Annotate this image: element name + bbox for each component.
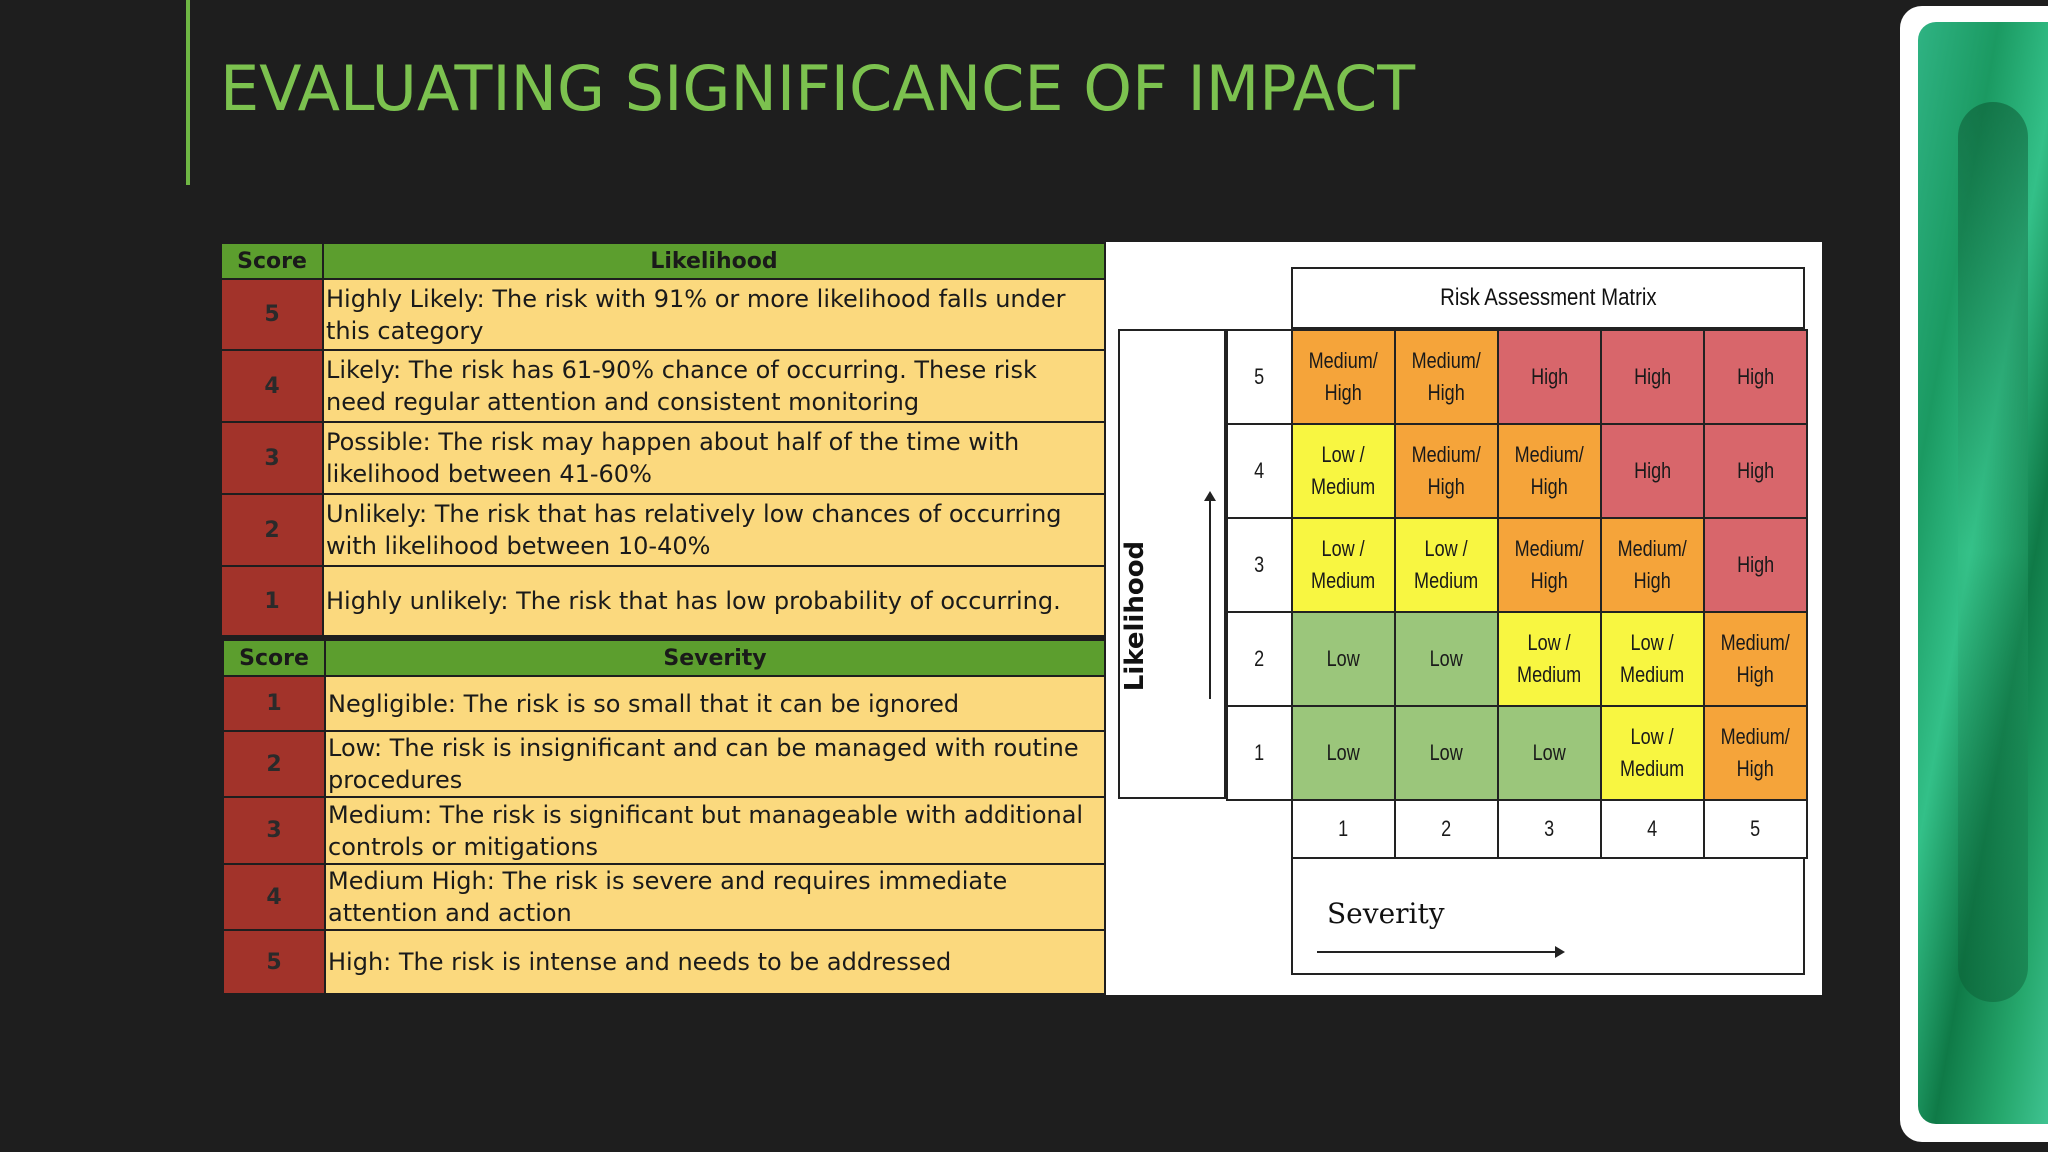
severity-score-cell: 4 bbox=[1600, 799, 1705, 859]
matrix-title-text: Risk Assessment Matrix bbox=[1439, 284, 1657, 311]
likelihood-axis-box: Likelihood bbox=[1118, 329, 1226, 799]
severity-score-cell: 1 bbox=[1291, 799, 1396, 859]
matrix-cell: High bbox=[1600, 423, 1705, 519]
score-cell: 1 bbox=[220, 565, 324, 637]
table-row: 3 Medium: The risk is significant but ma… bbox=[222, 796, 1106, 865]
severity-axis-box: Severity bbox=[1291, 857, 1805, 975]
decorative-green-image bbox=[1918, 22, 2048, 1124]
matrix-cell: High bbox=[1703, 517, 1808, 613]
likelihood-header-row: Score Likelihood bbox=[220, 242, 1106, 280]
matrix-cell: Medium/ High bbox=[1703, 705, 1808, 801]
matrix-cell: Medium/ High bbox=[1394, 423, 1499, 519]
matrix-cell: Low bbox=[1394, 611, 1499, 707]
matrix-cell: Low bbox=[1497, 705, 1602, 801]
description-cell: Highly unlikely: The risk that has low p… bbox=[322, 565, 1106, 637]
description-cell: Unlikely: The risk that has relatively l… bbox=[322, 493, 1106, 567]
table-row: 4 Medium High: The risk is severe and re… bbox=[222, 863, 1106, 931]
matrix-cell: Low / Medium bbox=[1600, 705, 1705, 801]
matrix-cell: Medium/ High bbox=[1291, 329, 1396, 425]
likelihood-axis-label: Likelihood bbox=[1120, 540, 1150, 692]
description-cell: Medium High: The risk is severe and requ… bbox=[324, 863, 1106, 931]
score-cell: 3 bbox=[222, 796, 326, 865]
table-row: 3 Possible: The risk may happen about ha… bbox=[220, 421, 1106, 495]
description-cell: Medium: The risk is significant but mana… bbox=[324, 796, 1106, 865]
matrix-cell: High bbox=[1703, 423, 1808, 519]
matrix-cell: Medium/ High bbox=[1703, 611, 1808, 707]
risk-matrix-panel: Risk Assessment Matrix Likelihood 5 Mediu… bbox=[1106, 242, 1822, 995]
score-cell: 4 bbox=[222, 863, 326, 931]
matrix-cell: High bbox=[1703, 329, 1808, 425]
severity-header-row: Score Severity bbox=[222, 639, 1106, 677]
score-cell: 5 bbox=[222, 929, 326, 995]
likelihood-score-cell: 5 bbox=[1226, 329, 1293, 425]
score-cell: 4 bbox=[220, 349, 324, 423]
matrix-cell: Low bbox=[1291, 611, 1396, 707]
table-row: 1 Highly unlikely: The risk that has low… bbox=[220, 565, 1106, 637]
severity-header: Severity bbox=[324, 639, 1106, 677]
table-row: 2 Unlikely: The risk that has relatively… bbox=[220, 493, 1106, 567]
description-cell: Highly Likely: The risk with 91% or more… bbox=[322, 278, 1106, 351]
severity-score-cell: 2 bbox=[1394, 799, 1499, 859]
slide-title: EVALUATING SIGNIFICANCE OF IMPACT bbox=[220, 52, 1416, 125]
score-header: Score bbox=[222, 639, 326, 677]
matrix-cell: Medium/ High bbox=[1497, 517, 1602, 613]
likelihood-score-cell: 3 bbox=[1226, 517, 1293, 613]
description-cell: Low: The risk is insignificant and can b… bbox=[324, 730, 1106, 798]
table-row: 4 Likely: The risk has 61-90% chance of … bbox=[220, 349, 1106, 423]
title-accent-line bbox=[186, 0, 190, 185]
matrix-title: Risk Assessment Matrix bbox=[1291, 267, 1805, 329]
matrix-cell: Low / Medium bbox=[1291, 517, 1396, 613]
likelihood-score-cell: 4 bbox=[1226, 423, 1293, 519]
matrix-cell: Medium/ High bbox=[1394, 329, 1499, 425]
score-cell: 1 bbox=[222, 675, 326, 732]
table-row: 1 Negligible: The risk is so small that … bbox=[222, 675, 1106, 732]
matrix-cell: Medium/ High bbox=[1497, 423, 1602, 519]
matrix-cell: High bbox=[1497, 329, 1602, 425]
severity-score-cell: 3 bbox=[1497, 799, 1602, 859]
matrix-cell: Medium/ High bbox=[1600, 517, 1705, 613]
severity-score-cell: 5 bbox=[1703, 799, 1808, 859]
likelihood-score-cell: 1 bbox=[1226, 705, 1293, 801]
score-cell: 3 bbox=[220, 421, 324, 495]
description-cell: Likely: The risk has 61-90% chance of oc… bbox=[322, 349, 1106, 423]
description-cell: Negligible: The risk is so small that it… bbox=[324, 675, 1106, 732]
likelihood-score-cell: 2 bbox=[1226, 611, 1293, 707]
score-cell: 2 bbox=[222, 730, 326, 798]
likelihood-table: Score Likelihood 5 Highly Likely: The ri… bbox=[220, 242, 1106, 637]
score-header: Score bbox=[220, 242, 324, 280]
likelihood-header: Likelihood bbox=[322, 242, 1106, 280]
score-cell: 2 bbox=[220, 493, 324, 567]
matrix-cell: Low bbox=[1291, 705, 1396, 801]
arrow-right-icon bbox=[1317, 946, 1565, 958]
table-row: 5 Highly Likely: The risk with 91% or mo… bbox=[220, 278, 1106, 351]
table-row: 2 Low: The risk is insignificant and can… bbox=[222, 730, 1106, 798]
arrow-up-icon bbox=[1204, 491, 1216, 699]
matrix-cell: Low / Medium bbox=[1600, 611, 1705, 707]
matrix-cell: High bbox=[1600, 329, 1705, 425]
score-cell: 5 bbox=[220, 278, 324, 351]
matrix-cell: Low / Medium bbox=[1394, 517, 1499, 613]
severity-table: Score Severity 1 Negligible: The risk is… bbox=[222, 639, 1106, 995]
matrix-cell: Low / Medium bbox=[1497, 611, 1602, 707]
table-row: 5 High: The risk is intense and needs to… bbox=[222, 929, 1106, 995]
description-cell: Possible: The risk may happen about half… bbox=[322, 421, 1106, 495]
matrix-cell: Low bbox=[1394, 705, 1499, 801]
severity-axis-label: Severity bbox=[1327, 897, 1445, 930]
description-cell: High: The risk is intense and needs to b… bbox=[324, 929, 1106, 995]
matrix-cell: Low / Medium bbox=[1291, 423, 1396, 519]
